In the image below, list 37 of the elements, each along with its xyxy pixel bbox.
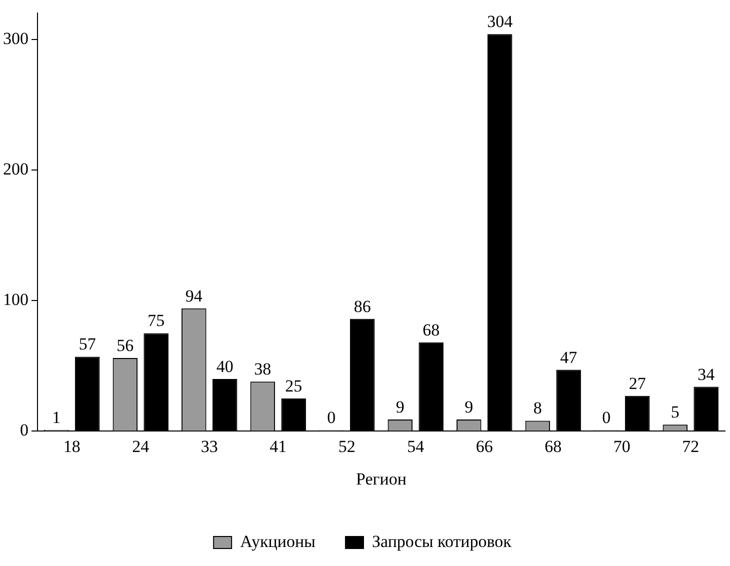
data-label: 9 (396, 397, 404, 416)
data-label: 34 (698, 364, 716, 384)
data-label: 0 (602, 408, 611, 428)
y-tick-label: 200 (3, 159, 28, 178)
x-axis-title: Регион (356, 469, 406, 488)
data-label: 304 (487, 12, 514, 32)
x-tick-label: 68 (544, 436, 562, 456)
data-label: 38 (254, 360, 272, 379)
x-tick-label: 18 (63, 436, 80, 456)
y-tick-label: 0 (20, 420, 28, 440)
data-label: 27 (628, 374, 646, 393)
data-label: 47 (560, 348, 578, 367)
data-label: 86 (354, 296, 371, 316)
x-tick-label: 24 (132, 436, 150, 456)
data-label: 8 (533, 398, 542, 418)
x-tick-label: 66 (476, 436, 493, 456)
y-tick-label: 300 (3, 28, 28, 48)
x-tick-label: 41 (270, 436, 287, 456)
data-label: 9 (464, 397, 474, 416)
y-tick-label: 100 (3, 290, 28, 310)
data-label: 5 (670, 402, 680, 422)
x-tick-label: 72 (682, 436, 700, 456)
x-tick-label: 54 (407, 436, 425, 456)
data-label: 57 (78, 334, 96, 354)
x-tick-label: 33 (200, 436, 218, 456)
x-tick-label: 52 (338, 436, 356, 456)
data-label: 1 (52, 408, 61, 427)
data-label: 25 (285, 376, 302, 396)
legend-label: Запросы котировок (372, 532, 512, 551)
x-tick-label: 70 (613, 436, 630, 456)
legend-label: Аукционы (240, 532, 316, 551)
data-label: 56 (116, 336, 134, 356)
data-label: 94 (185, 286, 203, 306)
data-label: 40 (216, 356, 234, 376)
data-label: 75 (148, 311, 165, 330)
data-label: 68 (422, 320, 440, 340)
data-label: 0 (327, 408, 336, 428)
